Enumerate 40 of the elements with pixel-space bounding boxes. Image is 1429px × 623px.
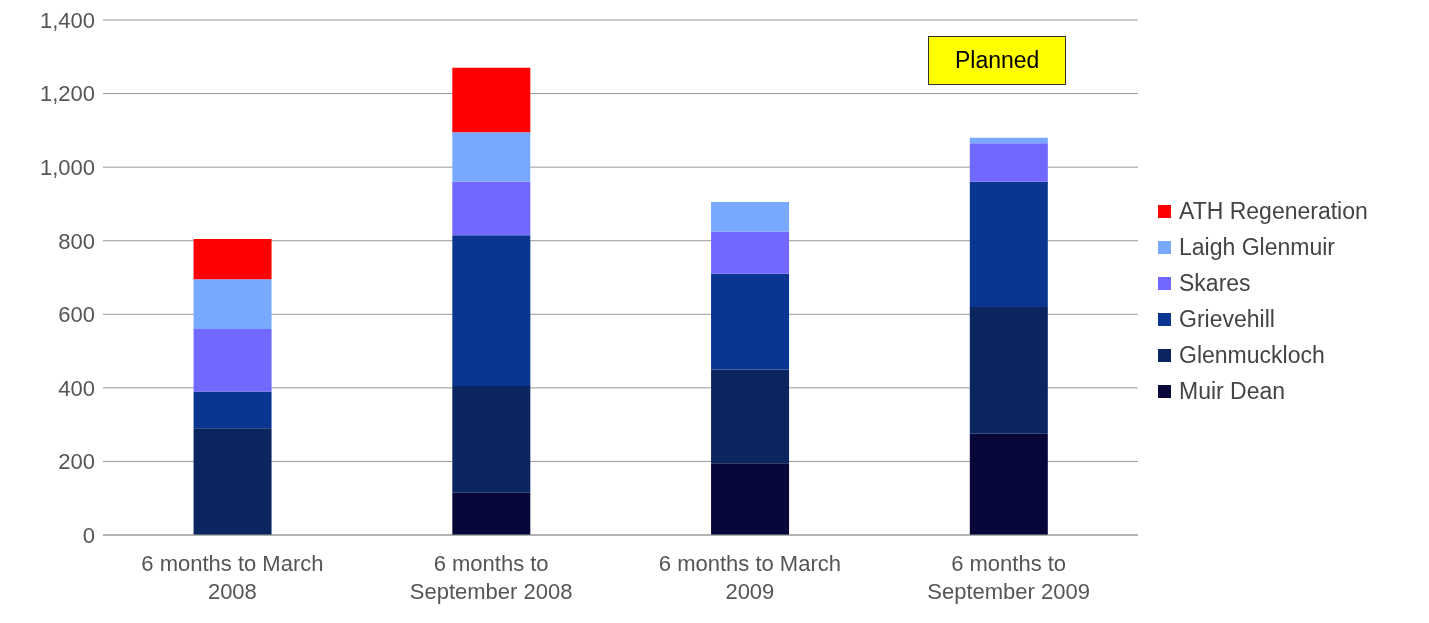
bar xyxy=(193,391,272,429)
bar xyxy=(711,273,790,370)
bar xyxy=(711,202,790,232)
legend-label: Grievehill xyxy=(1179,305,1275,333)
legend-label: ATH Regeneration xyxy=(1179,197,1368,225)
y-tick-label: 200 xyxy=(58,449,95,475)
bar xyxy=(452,386,531,493)
bar xyxy=(452,132,531,182)
legend-label: Muir Dean xyxy=(1179,377,1286,405)
bar xyxy=(193,279,272,329)
legend-label: Laigh Glenmuir xyxy=(1179,233,1335,261)
bar xyxy=(452,181,531,236)
y-tick-label: 0 xyxy=(82,522,95,548)
bar xyxy=(969,137,1048,144)
y-tick-label: 600 xyxy=(58,302,95,328)
bar xyxy=(969,181,1048,307)
bar xyxy=(193,238,272,280)
x-tick-label: 6 months to September 2008 xyxy=(409,551,573,604)
x-tick-label: 6 months to March 2008 xyxy=(141,551,324,604)
bar xyxy=(193,428,272,535)
legend-label: Glenmuckloch xyxy=(1179,341,1325,369)
y-tick-label: 1,400 xyxy=(39,7,95,33)
y-tick-label: 1,000 xyxy=(39,154,95,180)
x-tick-label: 6 months to March 2009 xyxy=(658,551,841,604)
bar xyxy=(969,143,1048,182)
annotation: Planned xyxy=(928,36,1067,85)
bar xyxy=(452,235,531,387)
bar xyxy=(711,369,790,464)
bar xyxy=(711,463,790,535)
y-tick-label: 1,200 xyxy=(39,81,95,107)
bar xyxy=(452,67,531,133)
bar xyxy=(969,433,1048,535)
bar xyxy=(711,231,790,274)
x-tick-label: 6 months to September 2009 xyxy=(927,551,1090,604)
bar xyxy=(452,492,531,535)
bar xyxy=(193,329,272,392)
y-tick-label: 400 xyxy=(58,375,95,401)
bar xyxy=(969,306,1048,434)
legend-label: Skares xyxy=(1179,269,1251,297)
y-tick-label: 800 xyxy=(58,228,95,254)
